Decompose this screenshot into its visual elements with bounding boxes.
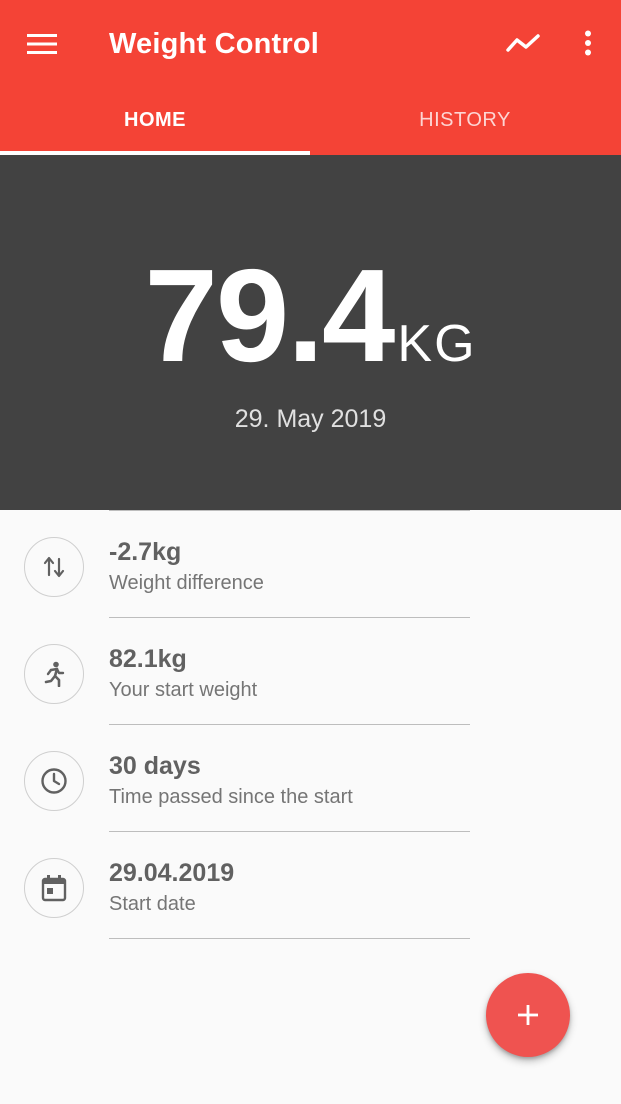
tab-home-label: HOME: [124, 109, 186, 131]
list-item: 30 days Time passed since the start: [0, 724, 621, 831]
stat-icon-circle: [24, 751, 84, 811]
stat-value: 30 days: [109, 752, 201, 780]
stat-icon-circle: [24, 644, 84, 704]
running-person-icon: [44, 661, 65, 687]
plus-icon: [518, 1005, 538, 1025]
app-bar: Weight Control HOME HISTORY: [0, 0, 621, 155]
list-item: -2.7kg Weight difference: [0, 510, 621, 617]
divider: [109, 617, 470, 618]
stat-value: 82.1kg: [109, 645, 187, 673]
tab-bar: HOME HISTORY: [0, 86, 621, 155]
stat-value: 29.04.2019: [109, 859, 235, 887]
stat-label: Weight difference: [109, 572, 264, 594]
tab-indicator: [0, 151, 310, 155]
tab-history-label: HISTORY: [419, 109, 511, 131]
weight-value: 79.4: [144, 242, 395, 389]
clock-icon: [41, 768, 67, 794]
calendar-icon: [41, 875, 67, 902]
toolbar: Weight Control: [0, 0, 621, 86]
add-weight-button[interactable]: [486, 973, 570, 1057]
weight-unit: KG: [397, 315, 477, 373]
menu-button[interactable]: [20, 24, 64, 64]
hamburger-menu-icon: [27, 34, 57, 54]
tab-history[interactable]: HISTORY: [310, 86, 620, 155]
stat-label: Time passed since the start: [109, 786, 353, 808]
app-title: Weight Control: [109, 28, 320, 60]
tab-home[interactable]: HOME: [0, 86, 310, 155]
stat-label: Your start weight: [109, 679, 258, 701]
divider: [109, 510, 470, 511]
list-item: 29.04.2019 Start date: [0, 831, 621, 938]
weight-date: 29. May 2019: [234, 405, 387, 433]
current-weight-panel: 79.4KG 29. May 2019: [0, 155, 621, 510]
divider: [109, 724, 470, 725]
divider: [109, 938, 470, 939]
swap-vertical-icon: [43, 556, 65, 578]
stat-icon-circle: [24, 537, 84, 597]
current-weight: 79.4KG: [0, 250, 621, 382]
stat-value: -2.7kg: [109, 538, 182, 566]
chart-button[interactable]: [500, 22, 546, 64]
divider: [109, 831, 470, 832]
stat-icon-circle: [24, 858, 84, 918]
stat-label: Start date: [109, 893, 196, 915]
list-item: 82.1kg Your start weight: [0, 617, 621, 724]
more-vertical-icon: [585, 30, 591, 56]
more-options-button[interactable]: [570, 22, 606, 64]
trend-line-icon: [506, 34, 540, 52]
